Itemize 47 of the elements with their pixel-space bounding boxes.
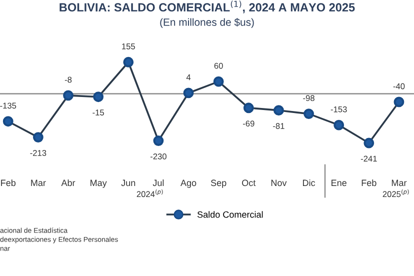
data-label: -8 bbox=[64, 76, 72, 83]
x-tick-label: Sep bbox=[210, 180, 226, 188]
x-tick-label: Ago bbox=[180, 180, 196, 188]
data-label: -241 bbox=[360, 156, 377, 162]
x-tick-label: Jun bbox=[121, 180, 136, 186]
point bbox=[304, 108, 314, 120]
point bbox=[334, 120, 344, 130]
data-label: -230 bbox=[150, 153, 166, 160]
x-tick-label: Oct bbox=[242, 180, 256, 186]
x-tick-label: Mar bbox=[392, 180, 407, 186]
legend-label: Saldo Comercial bbox=[197, 211, 263, 218]
point bbox=[364, 138, 374, 148]
data-label: -135 bbox=[0, 102, 16, 109]
point bbox=[153, 136, 164, 146]
text: 2024$^{(p)}$ bbox=[136, 189, 163, 198]
x-tick-label: Feb bbox=[1, 179, 16, 186]
data-label: -15 bbox=[92, 110, 104, 116]
point bbox=[394, 96, 404, 108]
point bbox=[123, 56, 134, 68]
data-label: 155 bbox=[122, 44, 135, 50]
data-label: -213 bbox=[30, 150, 46, 156]
point bbox=[93, 92, 104, 102]
x-tick-label: Abr bbox=[61, 179, 76, 186]
point bbox=[273, 105, 284, 116]
x-tick-label: Ene bbox=[332, 180, 346, 186]
point bbox=[2, 116, 14, 127]
x-tick-label: Dic bbox=[302, 179, 316, 186]
x-tick-label: Feb bbox=[362, 179, 376, 186]
text: 2025$^{(p)}$ bbox=[382, 189, 409, 198]
x-tick-label: May bbox=[90, 180, 107, 188]
data-label: -40 bbox=[393, 83, 405, 90]
point bbox=[213, 76, 224, 87]
data-label: -69 bbox=[242, 120, 254, 127]
point bbox=[63, 90, 74, 101]
data-label: -98 bbox=[303, 95, 314, 102]
point bbox=[32, 132, 44, 143]
point bbox=[243, 102, 254, 114]
data-label: -153 bbox=[330, 106, 347, 112]
data-label: -81 bbox=[273, 123, 284, 129]
chart-subtitle: (En millones de $us) bbox=[160, 18, 254, 28]
data-label: 4 bbox=[186, 74, 191, 80]
x-tick-label: Jul bbox=[152, 179, 164, 186]
point bbox=[183, 88, 194, 98]
data-label: 60 bbox=[214, 62, 223, 69]
x-tick-label: Nov bbox=[271, 180, 287, 186]
x-tick-label: Mar bbox=[31, 180, 46, 186]
chart-title: BOLIVIA: SALDO COMERCIAL$^{(1)}$, 2024 A MAYO 2025 bbox=[60, 0, 355, 14]
